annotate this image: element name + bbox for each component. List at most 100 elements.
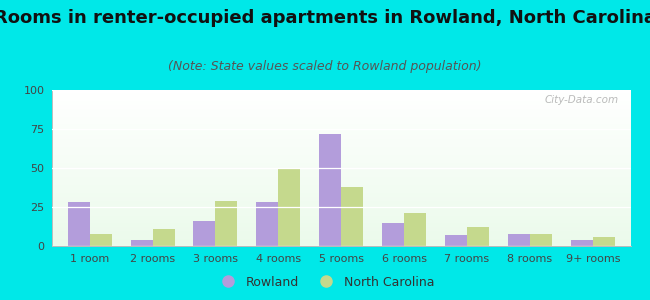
Bar — [52, 121, 630, 122]
Bar — [52, 149, 630, 150]
Bar — [52, 127, 630, 128]
Bar — [52, 142, 630, 143]
Bar — [52, 151, 630, 152]
Bar — [131, 240, 153, 246]
Bar — [52, 128, 630, 129]
Bar — [341, 187, 363, 246]
Bar — [52, 139, 630, 140]
Bar — [52, 214, 630, 215]
Bar — [52, 143, 630, 144]
Bar — [52, 100, 630, 101]
Bar — [52, 101, 630, 102]
Bar — [52, 212, 630, 213]
Bar — [52, 123, 630, 124]
Bar — [52, 187, 630, 188]
Bar — [52, 97, 630, 98]
Bar — [153, 229, 175, 246]
Bar — [52, 136, 630, 137]
Bar — [52, 190, 630, 191]
Bar — [52, 98, 630, 99]
Bar — [52, 120, 630, 121]
Bar — [52, 199, 630, 200]
Bar — [52, 224, 630, 225]
Bar — [52, 92, 630, 93]
Bar — [52, 119, 630, 120]
Bar — [52, 155, 630, 156]
Bar — [52, 234, 630, 235]
Bar — [52, 118, 630, 119]
Bar — [52, 165, 630, 166]
Bar — [52, 244, 630, 245]
Bar — [52, 173, 630, 174]
Bar — [52, 204, 630, 205]
Bar — [52, 150, 630, 151]
Bar — [52, 141, 630, 142]
Bar — [194, 221, 216, 246]
Bar — [52, 115, 630, 116]
Bar — [52, 116, 630, 117]
Bar — [52, 99, 630, 100]
Bar — [445, 235, 467, 246]
Bar — [52, 172, 630, 173]
Bar — [52, 158, 630, 159]
Bar — [52, 223, 630, 224]
Bar — [52, 176, 630, 177]
Bar — [52, 130, 630, 131]
Bar — [52, 219, 630, 220]
Bar — [52, 146, 630, 147]
Bar — [52, 135, 630, 136]
Bar — [52, 194, 630, 195]
Bar — [52, 215, 630, 216]
Bar — [52, 245, 630, 246]
Bar — [52, 192, 630, 193]
Bar — [52, 179, 630, 180]
Bar — [52, 96, 630, 97]
Bar — [52, 186, 630, 187]
Text: City-Data.com: City-Data.com — [545, 95, 619, 105]
Bar — [52, 195, 630, 196]
Bar — [52, 196, 630, 197]
Bar — [52, 211, 630, 212]
Bar — [52, 189, 630, 190]
Bar — [52, 177, 630, 178]
Bar — [52, 175, 630, 176]
Bar — [52, 200, 630, 201]
Bar — [52, 231, 630, 232]
Bar — [52, 171, 630, 172]
Bar — [319, 134, 341, 246]
Bar — [52, 144, 630, 145]
Bar — [52, 90, 630, 91]
Bar — [52, 222, 630, 223]
Bar — [52, 159, 630, 160]
Bar — [52, 242, 630, 243]
Bar — [52, 95, 630, 96]
Bar — [52, 109, 630, 110]
Bar — [530, 233, 552, 246]
Text: (Note: State values scaled to Rowland population): (Note: State values scaled to Rowland po… — [168, 60, 482, 73]
Bar — [52, 220, 630, 221]
Bar — [52, 180, 630, 181]
Bar — [52, 117, 630, 118]
Bar — [52, 104, 630, 105]
Bar — [52, 162, 630, 163]
Bar — [90, 233, 112, 246]
Bar — [52, 103, 630, 104]
Bar — [52, 241, 630, 242]
Bar — [256, 202, 278, 246]
Bar — [52, 167, 630, 168]
Bar — [52, 152, 630, 153]
Bar — [52, 216, 630, 217]
Bar — [52, 184, 630, 185]
Bar — [52, 236, 630, 237]
Bar — [404, 213, 426, 246]
Bar — [52, 114, 630, 115]
Bar — [68, 202, 90, 246]
Bar — [52, 185, 630, 186]
Bar — [52, 129, 630, 130]
Bar — [52, 140, 630, 141]
Bar — [52, 174, 630, 175]
Bar — [52, 93, 630, 94]
Bar — [52, 238, 630, 239]
Bar — [52, 243, 630, 244]
Bar — [52, 213, 630, 214]
